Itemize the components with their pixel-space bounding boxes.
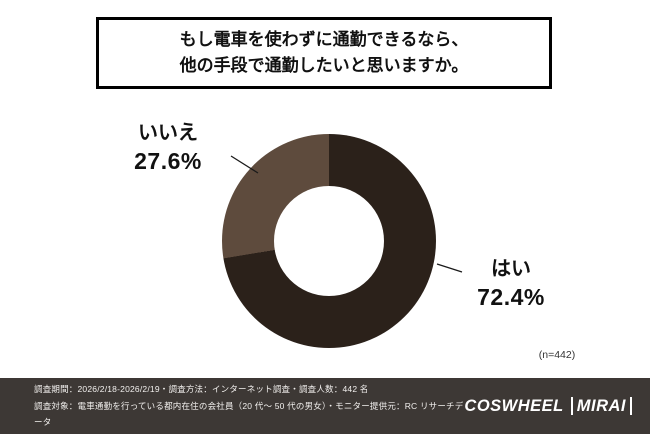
label-yes-percent: 72.4%: [477, 284, 545, 310]
label-yes: はい 72.4%: [455, 252, 567, 311]
survey-notes: 調査期間：2026/2/18-2026/2/19・調査方法：インターネット調査・…: [34, 381, 464, 431]
title-box: もし電車を使わずに通勤できるなら、 他の手段で通勤したいと思いますか。: [96, 17, 552, 89]
label-no-percent: 27.6%: [134, 148, 202, 174]
brand-logo-mirai: MIRAI: [570, 396, 632, 416]
label-no: いいえ 27.6%: [103, 116, 233, 175]
label-no-category: いいえ: [138, 122, 198, 144]
title-line-2: 他の手段で通勤したいと思いますか。: [179, 56, 469, 75]
footer-line-2: 調査対象：電車通勤を行っている都内在住の会社員（20 代～ 50 代の男女）・モ…: [34, 400, 464, 428]
brand-logo: COSWHEEL MIRAI: [464, 397, 632, 416]
sample-size-note: (n=442): [538, 349, 576, 361]
brand-logo-coswheel: COSWHEEL: [464, 396, 564, 415]
title-line-1: もし電車を使わずに通勤できるなら、: [179, 29, 469, 49]
donut-hole: [274, 186, 384, 296]
donut-chart: [222, 134, 436, 348]
label-yes-category: はい: [491, 258, 531, 280]
footer-bar: 調査期間：2026/2/18-2026/2/19・調査方法：インターネット調査・…: [0, 378, 650, 434]
footer-line-1: 調査期間：2026/2/18-2026/2/19・調査方法：インターネット調査・…: [34, 384, 369, 395]
